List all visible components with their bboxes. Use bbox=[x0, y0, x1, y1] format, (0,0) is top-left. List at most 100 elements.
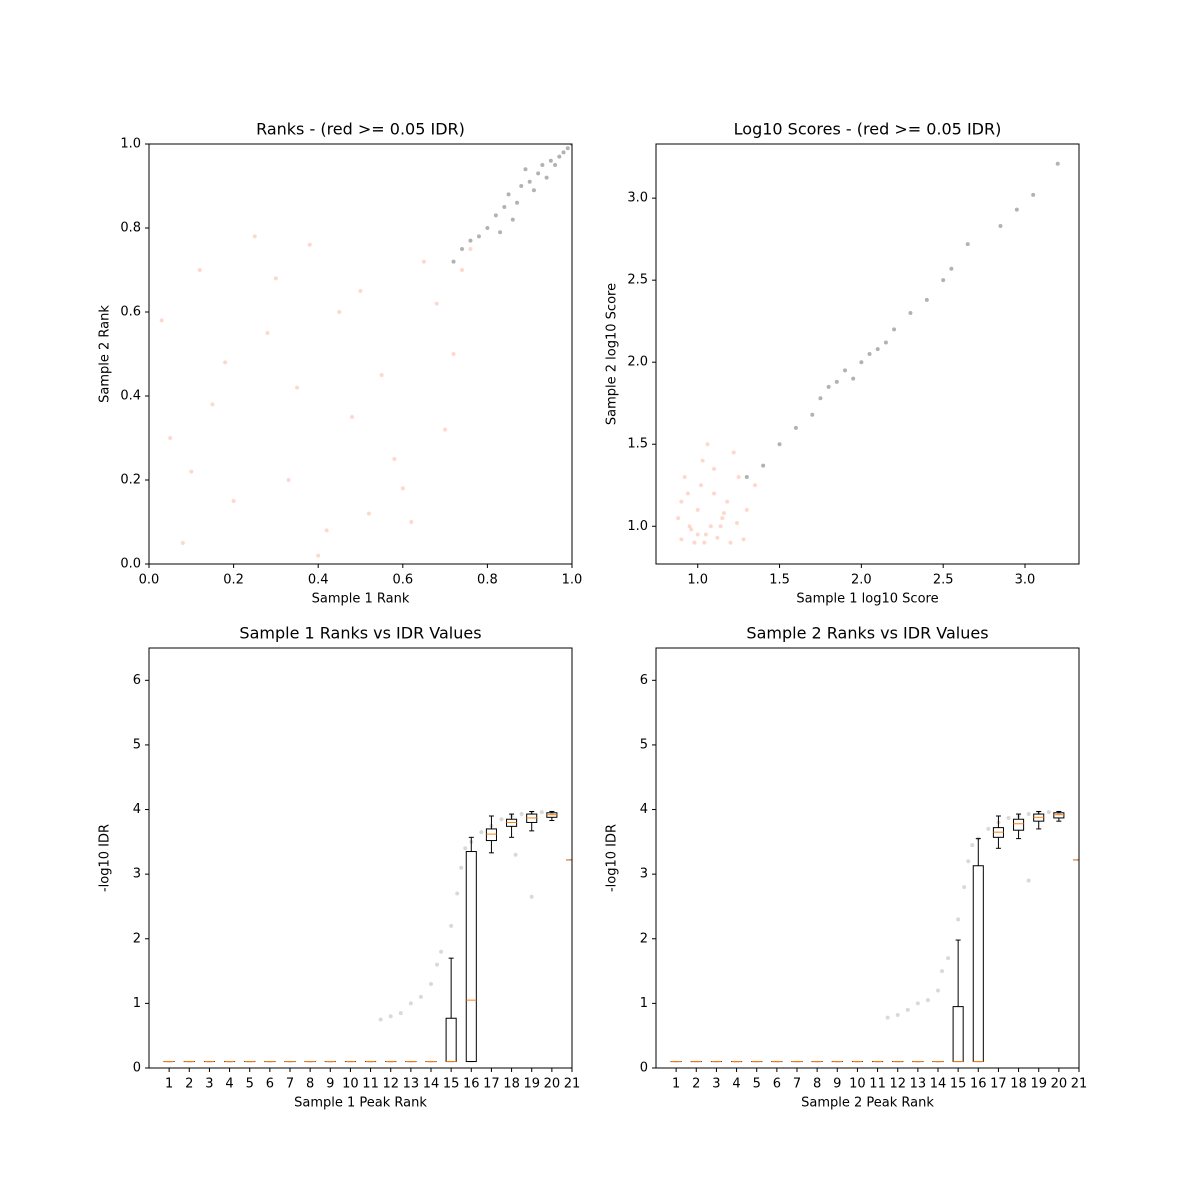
point bbox=[337, 310, 342, 314]
panel: 1 2 3 4 5 6 7 8 9 10 11 12 13 14 15 16 17 18 19 20 210123456… bbox=[605, 624, 1088, 1111]
point bbox=[180, 541, 185, 545]
y-tick-label: 2.0 bbox=[627, 355, 648, 370]
point bbox=[941, 278, 946, 283]
point bbox=[449, 923, 454, 928]
chart-title: Ranks - (red >= 0.05 IDR) bbox=[256, 120, 465, 139]
y-tick-label: 4 bbox=[133, 802, 141, 817]
x-axis-label: Sample 1 Peak Rank bbox=[294, 1096, 427, 1111]
point bbox=[479, 830, 484, 835]
x-tick-label: 3 bbox=[205, 1077, 213, 1092]
point bbox=[439, 949, 444, 954]
point bbox=[949, 266, 954, 271]
x-tick-label: 0.6 bbox=[392, 573, 413, 588]
point bbox=[712, 491, 717, 496]
axes-frame bbox=[148, 647, 573, 1069]
y-tick-label: 1.0 bbox=[120, 137, 141, 152]
x-tick-label: 2 bbox=[185, 1077, 193, 1092]
plot-area bbox=[159, 144, 572, 558]
x-tick-label: 15 bbox=[950, 1077, 967, 1092]
point bbox=[529, 894, 534, 899]
point bbox=[753, 483, 757, 488]
y-axis-label: -log10 IDR bbox=[98, 824, 113, 892]
x-tick-label: 11 bbox=[869, 1077, 886, 1092]
point bbox=[892, 327, 897, 332]
point bbox=[695, 507, 700, 512]
point bbox=[924, 297, 929, 302]
point bbox=[168, 436, 173, 440]
x-tick-label: 4 bbox=[225, 1077, 233, 1092]
x-axis-label: Sample 2 Peak Rank bbox=[801, 1096, 934, 1111]
point bbox=[925, 998, 930, 1003]
point bbox=[392, 457, 397, 461]
point bbox=[735, 520, 739, 525]
point bbox=[826, 384, 831, 389]
x-axis-label: Sample 1 Rank bbox=[312, 592, 410, 607]
panel: 1 2 3 4 5 6 7 8 9 10 11 12 13 14 15 16 17 18 19 20 210123456… bbox=[98, 624, 581, 1111]
point bbox=[721, 511, 726, 516]
x-tick-label: 9 bbox=[833, 1077, 841, 1092]
point bbox=[506, 192, 511, 197]
point bbox=[527, 179, 532, 184]
point bbox=[451, 259, 456, 264]
point bbox=[834, 379, 839, 384]
point bbox=[744, 507, 749, 512]
y-tick-label: 0.0 bbox=[120, 557, 141, 572]
point bbox=[679, 499, 684, 504]
point bbox=[689, 527, 694, 532]
point bbox=[970, 843, 975, 848]
point bbox=[712, 466, 717, 471]
point bbox=[460, 247, 465, 251]
point bbox=[513, 852, 518, 857]
y-tick-label: 2 bbox=[640, 931, 648, 946]
point bbox=[715, 535, 720, 540]
box bbox=[485, 828, 497, 842]
point bbox=[210, 402, 215, 407]
y-tick-label: 3.0 bbox=[627, 191, 648, 206]
point bbox=[548, 158, 553, 163]
y-tick-label: 0 bbox=[640, 1061, 648, 1076]
y-tick-label: 2 bbox=[133, 931, 141, 946]
x-tick-label: 10 bbox=[342, 1077, 359, 1092]
point bbox=[565, 146, 570, 151]
point bbox=[366, 511, 371, 516]
point bbox=[519, 812, 524, 817]
point bbox=[936, 988, 940, 993]
y-tick-label: 5 bbox=[640, 737, 648, 752]
point bbox=[324, 528, 329, 533]
x-tick-label: 9 bbox=[326, 1077, 334, 1092]
point bbox=[818, 396, 823, 401]
panel: 1.0 1.5 2.0 2.5 3.0 1.0 1.5 2.0 2.5 3.0 Log10 Scor… bbox=[605, 120, 1080, 607]
x-tick-label: 2.5 bbox=[933, 573, 954, 588]
point bbox=[682, 475, 687, 480]
plot-area bbox=[163, 810, 572, 1063]
x-tick-label: 14 bbox=[423, 1077, 440, 1092]
point bbox=[720, 516, 725, 521]
chart-title: Sample 2 Ranks vs IDR Values bbox=[746, 624, 988, 643]
point bbox=[777, 442, 782, 447]
point bbox=[702, 540, 707, 545]
point bbox=[966, 859, 971, 864]
y-tick-label: 3 bbox=[133, 867, 141, 882]
y-axis-label: Sample 2 log10 Score bbox=[605, 283, 620, 425]
point bbox=[940, 969, 945, 974]
x-tick-label: 0.2 bbox=[223, 573, 244, 588]
panel: 0.0 0.2 0.4 0.6 0.8 1.0 0.0 0.2 0.4 0.6 0.8 1.0 Rank… bbox=[98, 120, 583, 607]
x-tick-label: 13 bbox=[910, 1077, 927, 1092]
point bbox=[1055, 161, 1060, 166]
box bbox=[465, 851, 477, 1063]
point bbox=[358, 289, 363, 293]
point bbox=[451, 352, 456, 356]
point bbox=[685, 491, 690, 496]
x-tick-label: 1.5 bbox=[769, 573, 790, 588]
y-tick-label: 3 bbox=[640, 867, 648, 882]
point bbox=[905, 1007, 910, 1012]
point bbox=[515, 200, 520, 205]
x-tick-label: 19 bbox=[523, 1077, 540, 1092]
point bbox=[761, 463, 766, 468]
point bbox=[544, 175, 549, 180]
x-tick-label: 7 bbox=[793, 1077, 801, 1092]
point bbox=[398, 1011, 403, 1016]
x-tick-label: 5 bbox=[246, 1077, 254, 1092]
x-tick-label: 12 bbox=[382, 1077, 399, 1092]
point bbox=[468, 247, 473, 251]
